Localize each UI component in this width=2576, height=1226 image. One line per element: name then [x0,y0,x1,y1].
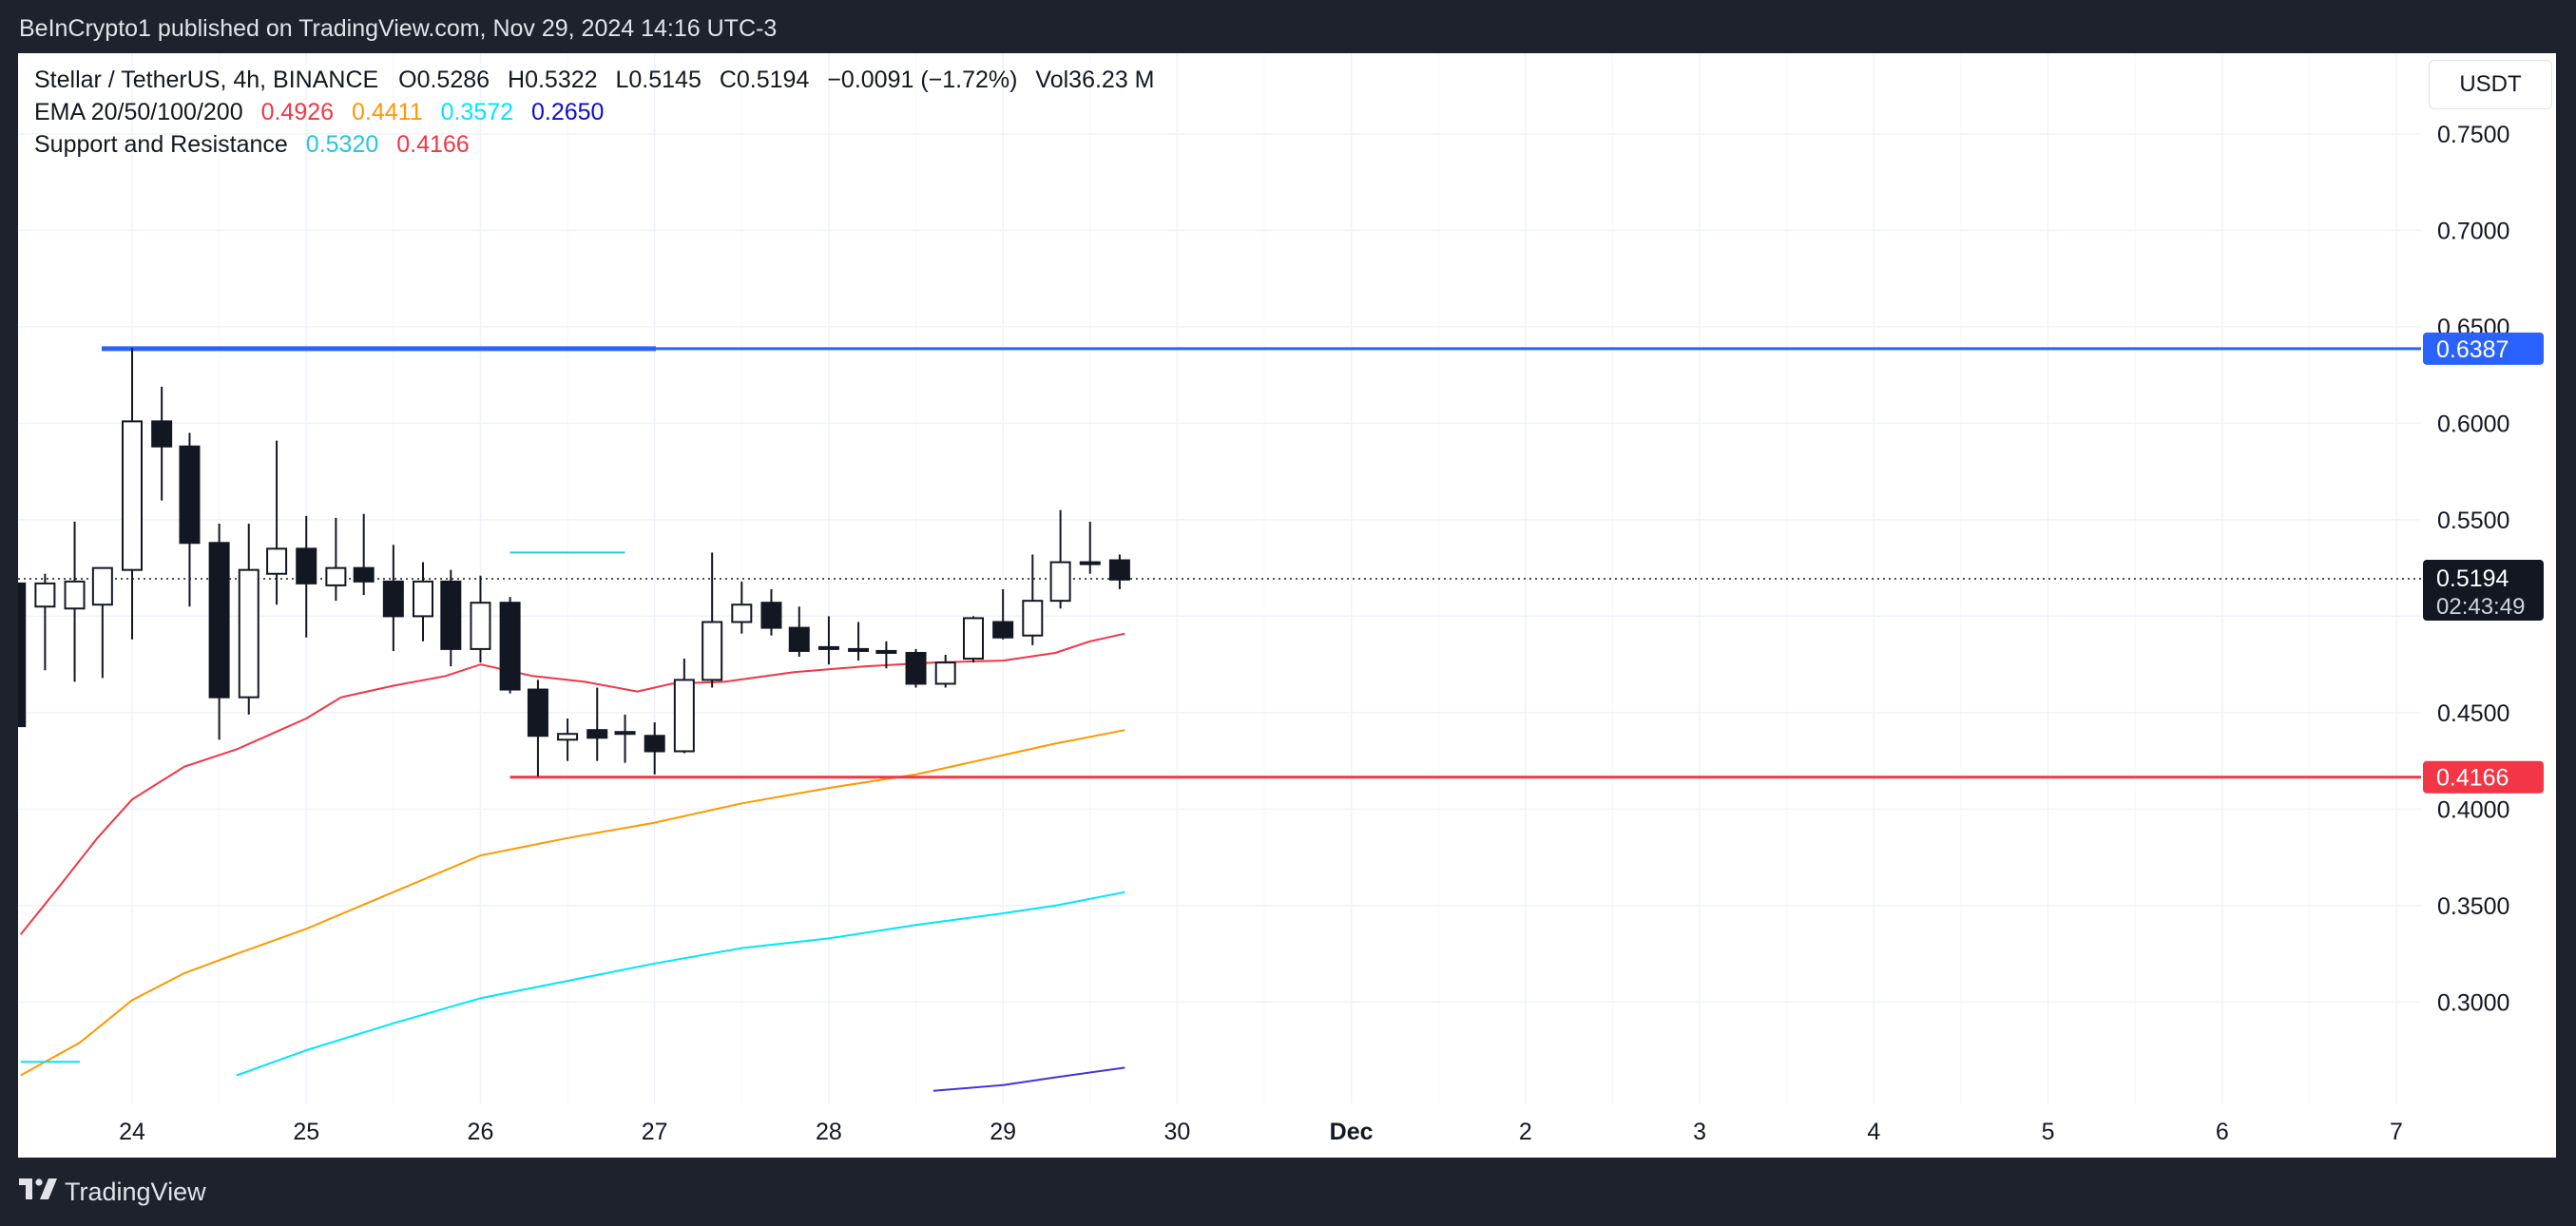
ema20-value: 0.4926 [260,99,335,125]
candle-down[interactable] [788,626,810,652]
ema50-value: 0.4411 [352,99,423,125]
time-axis-label: Dec [1330,1119,1374,1145]
candle-up[interactable] [934,661,956,685]
symbol-name[interactable]: Stellar / TetherUS, 4h, BINANCE [34,67,379,93]
candle-down[interactable] [527,688,548,738]
time-axis-label: 27 [642,1119,668,1145]
candle-down[interactable] [817,645,839,650]
sr-label[interactable]: Support and Resistance [34,131,288,158]
candle-up[interactable] [122,420,143,571]
time-axis-label: 26 [468,1119,494,1145]
time-axis-label: 25 [293,1119,319,1145]
time-axis-label: 7 [2390,1119,2403,1145]
candle-down[interactable] [875,649,897,654]
time-axis-label: 24 [119,1119,145,1145]
candle-up[interactable] [34,582,56,608]
ema-legend: EMA 20/50/100/200 0.4926 0.4411 0.3572 0… [34,99,615,126]
candle-down[interactable] [905,651,927,685]
ema200-value: 0.2650 [530,99,605,125]
price-axis-label: 0.3000 [2437,989,2509,1016]
ema100-value: 0.3572 [440,99,514,125]
tradingview-logo-icon[interactable] [19,1178,57,1199]
candle-down[interactable] [644,735,665,753]
candle-down[interactable] [499,602,521,691]
ohlc-close: C0.5194 [719,67,810,93]
footer-bar: TradingView [0,1158,2576,1226]
candle-up[interactable] [1022,600,1044,637]
ema-line-ema-50[interactable] [20,729,1125,1077]
price-change: −0.0091 (−1.72%) [827,67,1018,93]
ohlc-high: H0.5322 [508,67,598,93]
candle-down[interactable] [18,582,27,728]
candle-up[interactable] [238,568,260,699]
candle-up[interactable] [1049,561,1071,603]
candle-down[interactable] [179,445,201,545]
candle-up[interactable] [614,731,636,736]
published-text: BeInCrypto1 published on TradingView.com… [19,15,778,42]
candle-down[interactable] [586,729,608,739]
symbol-legend: Stellar / TetherUS, 4h, BINANCE O0.5286 … [34,67,1166,94]
candle-up[interactable] [702,621,723,681]
sr-resistance-value: 0.5320 [305,131,379,158]
current-price-label: 0.5194 [2436,565,2509,592]
candle-up[interactable] [412,580,433,618]
currency-selector[interactable]: USDT [2429,60,2552,109]
countdown-label: 02:43:49 [2436,594,2525,620]
candle-down[interactable] [151,420,173,448]
resistance-badge-label: 0.6387 [2436,336,2509,363]
price-chart[interactable]: 0.75000.70000.65000.60000.55000.45000.40… [18,53,2556,1158]
price-axis-label: 0.6000 [2437,411,2509,437]
candle-down[interactable] [440,580,462,650]
candle-down[interactable] [296,547,317,584]
candle-down[interactable] [382,580,404,618]
ohlc-low: L0.5145 [615,67,702,93]
ema-line-ema-100[interactable] [236,891,1125,1077]
candle-up[interactable] [266,547,288,575]
candle-up[interactable] [91,566,113,606]
price-axis-label: 0.4500 [2437,700,2509,727]
candle-up[interactable] [557,733,579,741]
candle-up[interactable] [673,679,695,753]
volume: Vol36.23 M [1035,67,1155,93]
candle-down[interactable] [208,542,230,699]
support-badge[interactable] [2423,760,2544,794]
price-axis-label: 0.7500 [2437,122,2509,148]
price-axis-label: 0.4000 [2437,796,2509,823]
time-axis-label: 30 [1163,1119,1190,1145]
candle-up[interactable] [731,603,753,623]
support-badge-label: 0.4166 [2436,765,2509,792]
candle-up[interactable] [325,566,347,586]
candle-down[interactable] [760,602,782,629]
candle-down[interactable] [1079,561,1101,565]
resistance-badge[interactable] [2423,332,2544,365]
candle-down[interactable] [353,566,375,583]
ema-line-ema-20[interactable] [19,632,1125,935]
time-axis-label: 3 [1693,1119,1706,1145]
candle-down[interactable] [848,647,870,652]
time-axis-label: 2 [1519,1119,1532,1145]
sr-legend: Support and Resistance 0.5320 0.4166 [34,131,481,159]
candle-up[interactable] [963,617,985,661]
ohlc-open: O0.5286 [398,67,490,93]
plot-area[interactable] [18,346,2421,1092]
sr-support-value: 0.4166 [396,131,470,158]
time-axis-label: 6 [2216,1119,2229,1145]
candle-up[interactable] [64,580,86,610]
time-axis-label: 29 [990,1119,1016,1145]
current-price-badge[interactable] [2423,560,2544,622]
candle-up[interactable] [470,602,491,650]
time-axis-label: 4 [1867,1119,1880,1145]
ema-label[interactable]: EMA 20/50/100/200 [34,99,243,125]
ema-line-ema-200[interactable] [932,1066,1125,1092]
footer-brand[interactable]: TradingView [65,1178,206,1206]
price-axis-label: 0.3500 [2437,893,2509,920]
price-axis-label: 0.5500 [2437,508,2509,534]
time-axis-label: 5 [2042,1119,2055,1145]
candle-down[interactable] [1108,559,1130,581]
chart-panel[interactable]: 0.7500 0.7000 0.6500 0.6000 0.5500 0.4500 0.40… [18,53,2556,1158]
time-axis-label: 28 [816,1119,842,1145]
candle-down[interactable] [992,621,1014,639]
publisher-bar: BeInCrypto1 published on TradingView.com… [0,0,2576,53]
price-axis-label: 0.7000 [2437,218,2509,244]
